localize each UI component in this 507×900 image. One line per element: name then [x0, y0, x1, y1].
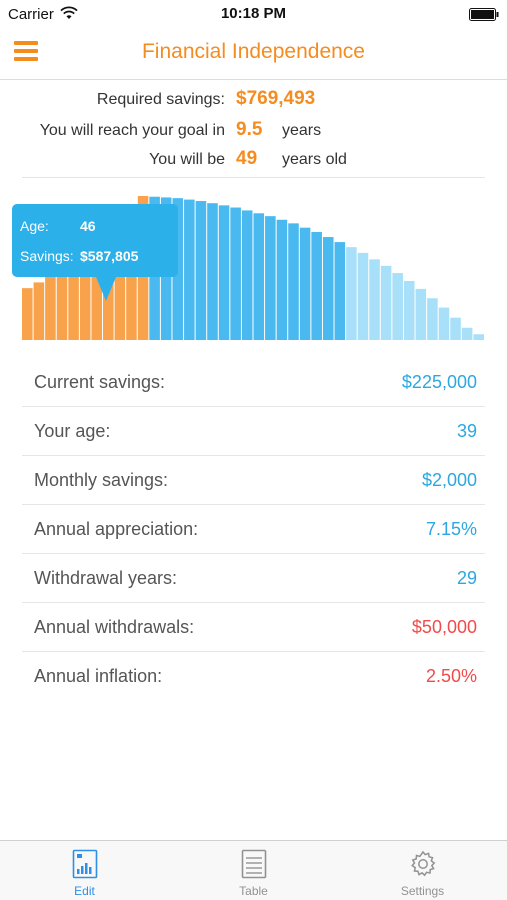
setting-value: 2.50%	[425, 666, 477, 686]
chart-bar-withdrawal[interactable]	[311, 232, 322, 340]
setting-row-monthly-savings[interactable]: Monthly savings: $2,000	[22, 456, 485, 505]
table-icon	[241, 849, 267, 879]
setting-value: $225,000	[401, 372, 477, 392]
tab-label: Settings	[400, 884, 445, 898]
status-bar: Carrier 10:18 PM	[0, 0, 507, 28]
chart-bar-late-withdrawal[interactable]	[357, 252, 369, 340]
chart-bar-withdrawal[interactable]	[230, 207, 241, 340]
chart-tooltip: Age: 46 Savings: $587,805	[12, 204, 178, 301]
tooltip-savings-label: Savings:	[20, 248, 74, 264]
goal-years-unit: years	[282, 122, 322, 139]
status-time: 10:18 PM	[220, 5, 287, 22]
goal-years-value: 9.5	[236, 119, 263, 140]
setting-value: 39	[456, 421, 477, 441]
setting-row-withdrawal-years[interactable]: Withdrawal years: 29	[22, 554, 485, 603]
nav-bar: Financial Independence	[0, 28, 507, 80]
chart-bar-late-withdrawal[interactable]	[438, 307, 450, 340]
chart-bar-withdrawal[interactable]	[276, 219, 288, 340]
required-savings-value: $769,493	[236, 88, 316, 109]
chart-bar-late-withdrawal[interactable]	[369, 259, 380, 340]
chart-bar-withdrawal[interactable]	[195, 201, 207, 340]
setting-row-your-age[interactable]: Your age: 39	[22, 407, 485, 456]
chart-bar-late-withdrawal[interactable]	[427, 298, 438, 340]
chart-bar-accumulation[interactable]	[68, 256, 79, 340]
goal-age-label: You will be	[149, 151, 225, 168]
setting-value: 29	[456, 568, 477, 588]
chart-bar-withdrawal[interactable]	[241, 210, 253, 340]
chart-bar-late-withdrawal[interactable]	[473, 334, 484, 340]
chart-bar-accumulation[interactable]	[79, 247, 91, 340]
setting-label: Your age:	[34, 421, 111, 441]
tooltip-age-label: Age:	[20, 218, 49, 234]
setting-label: Annual inflation:	[34, 666, 163, 686]
chart-bar-late-withdrawal[interactable]	[346, 247, 357, 340]
chart-bar-withdrawal[interactable]	[184, 199, 195, 340]
chart-bar-late-withdrawal[interactable]	[415, 288, 427, 340]
setting-value: $50,000	[411, 617, 477, 637]
goal-age-row: You will be 49 years old	[0, 146, 507, 174]
page-title: Financial Independence	[141, 40, 365, 63]
summary-divider	[22, 177, 485, 178]
tab-edit[interactable]: Edit	[0, 841, 169, 900]
chart-bar-late-withdrawal[interactable]	[392, 273, 403, 340]
setting-value: 7.15%	[425, 519, 477, 539]
chart-bar-withdrawal[interactable]	[218, 205, 230, 340]
chart-bar-late-withdrawal[interactable]	[380, 265, 392, 340]
setting-label: Monthly savings:	[34, 470, 169, 490]
setting-row-current-savings[interactable]: Current savings: $225,000	[22, 358, 485, 407]
setting-label: Annual withdrawals:	[34, 617, 195, 637]
chart-bar-withdrawal[interactable]	[265, 216, 276, 340]
tab-label: Edit	[74, 884, 95, 898]
chart-bar-withdrawal[interactable]	[334, 242, 346, 340]
setting-row-annual-withdrawals[interactable]: Annual withdrawals: $50,000	[22, 603, 485, 652]
battery-icon	[469, 8, 499, 21]
setting-label: Withdrawal years:	[34, 568, 178, 588]
chart-bar-accumulation[interactable]	[56, 265, 68, 340]
goal-age-unit: years old	[282, 151, 347, 168]
required-savings-row: Required savings: $769,493	[0, 86, 507, 114]
tooltip-age-value: 46	[80, 218, 96, 234]
goal-years-label: You will reach your goal in	[39, 122, 225, 139]
chart-bar-withdrawal[interactable]	[207, 203, 218, 340]
chart-bar-withdrawal[interactable]	[288, 223, 299, 340]
goal-years-row: You will reach your goal in 9.5 years	[0, 117, 507, 145]
chart-bar-withdrawal[interactable]	[253, 213, 265, 340]
chart-bar-late-withdrawal[interactable]	[450, 317, 461, 340]
setting-label: Current savings:	[34, 372, 166, 392]
chart-bar-accumulation[interactable]	[22, 288, 33, 340]
tab-table[interactable]: Table	[169, 841, 338, 900]
required-savings-label: Required savings:	[96, 91, 225, 108]
setting-row-annual-appreciation[interactable]: Annual appreciation: 7.15%	[22, 505, 485, 554]
chart-bar-accumulation[interactable]	[45, 273, 56, 340]
wifi-icon	[60, 6, 78, 19]
chart-bar-withdrawal[interactable]	[322, 237, 334, 340]
setting-row-annual-inflation[interactable]: Annual inflation: 2.50%	[22, 652, 485, 701]
chart-bar-accumulation[interactable]	[33, 282, 45, 340]
chart-bar-accumulation[interactable]	[114, 217, 126, 340]
carrier-label: Carrier	[8, 6, 54, 23]
tooltip-savings-value: $587,805	[80, 248, 139, 264]
chart-bar-late-withdrawal[interactable]	[461, 327, 473, 340]
tooltip-arrow	[96, 277, 116, 301]
gear-icon	[411, 850, 436, 877]
goal-age-value: 49	[236, 148, 258, 169]
setting-value: $2,000	[421, 470, 477, 490]
chart-bar-withdrawal[interactable]	[299, 227, 311, 340]
tab-label: Table	[239, 884, 268, 898]
tab-bar: Edit Table Settings	[0, 840, 507, 900]
tab-settings[interactable]: Settings	[338, 841, 507, 900]
setting-label: Annual appreciation:	[34, 519, 199, 539]
chart-bar-late-withdrawal[interactable]	[403, 280, 415, 340]
hamburger-menu-icon[interactable]	[14, 41, 38, 63]
edit-document-icon	[72, 849, 98, 879]
